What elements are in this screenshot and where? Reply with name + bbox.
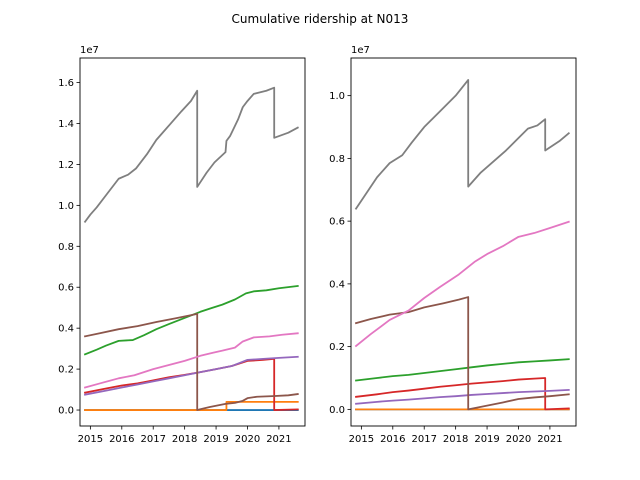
right-x-tick-label: 2019 bbox=[474, 434, 499, 445]
left-x-tick-label: 2020 bbox=[235, 434, 260, 445]
left-x-tick-label: 2015 bbox=[78, 434, 103, 445]
right-series-line-7 bbox=[354, 79, 571, 210]
left-y-tick-label: 1.4 bbox=[58, 119, 74, 130]
right-y-tick-label: 0.8 bbox=[329, 154, 345, 165]
left-series-line-6 bbox=[83, 332, 299, 389]
right-series-line-5 bbox=[354, 296, 570, 411]
right-series-line-4 bbox=[355, 388, 570, 405]
right-x-tick-label: 2020 bbox=[506, 434, 531, 445]
right-x-tick-label: 2016 bbox=[380, 434, 405, 445]
left-x-tick-label: 2016 bbox=[109, 434, 134, 445]
right-series-line-2 bbox=[355, 358, 570, 382]
left-x-tick-label: 2019 bbox=[203, 434, 228, 445]
left-series-group bbox=[83, 86, 299, 411]
right-y-tick-label: 0.6 bbox=[329, 217, 345, 228]
left-y-tick-label: 0.4 bbox=[58, 324, 74, 335]
right-plot-frame bbox=[350, 57, 577, 427]
right-x-tick-label: 2017 bbox=[411, 434, 436, 445]
left-y-tick-label: 1.2 bbox=[58, 160, 74, 171]
right-series-line-3 bbox=[355, 377, 570, 411]
subplot-left: 2015 2016 2017 2018 2019 2020 2021 0.0 0.2 0.4 0.6… bbox=[58, 45, 306, 445]
right-series-group bbox=[354, 79, 571, 411]
left-y-tick-label: 0.8 bbox=[58, 242, 74, 253]
right-offset-text: 1e7 bbox=[351, 45, 370, 56]
right-x-tick-label: 2015 bbox=[349, 434, 374, 445]
right-y-tick-label: 0.4 bbox=[329, 279, 345, 290]
figure-title: Cumulative ridership at N013 bbox=[232, 12, 409, 26]
left-series-line-4 bbox=[83, 355, 299, 396]
left-y-tick-label: 0.6 bbox=[58, 283, 74, 294]
right-x-tick-label: 2021 bbox=[537, 434, 562, 445]
left-series-line-7 bbox=[83, 86, 299, 223]
right-y-tick-label: 1.0 bbox=[329, 91, 345, 102]
left-x-tick-label: 2021 bbox=[266, 434, 291, 445]
left-series-line-5 bbox=[83, 312, 299, 411]
left-x-tick-label: 2017 bbox=[140, 434, 165, 445]
left-series-line-1 bbox=[84, 400, 299, 411]
left-y-tick-label: 1.0 bbox=[58, 201, 74, 212]
left-y-tick-label: 0.0 bbox=[58, 406, 74, 417]
subplot-right: 2015 2016 2017 2018 2019 2020 2021 0.0 0.2 0.4 0.6… bbox=[329, 45, 577, 445]
right-series-line-6 bbox=[354, 220, 570, 348]
left-plot-frame bbox=[79, 57, 306, 427]
right-y-tick-label: 0.0 bbox=[329, 405, 345, 416]
right-y-tick-label: 0.2 bbox=[329, 342, 345, 353]
left-offset-text: 1e7 bbox=[80, 45, 99, 56]
left-y-tick-label: 0.2 bbox=[58, 365, 74, 376]
left-y-tick-label: 1.6 bbox=[58, 78, 74, 89]
left-x-tick-label: 2018 bbox=[172, 434, 197, 445]
right-x-tick-label: 2018 bbox=[443, 434, 468, 445]
